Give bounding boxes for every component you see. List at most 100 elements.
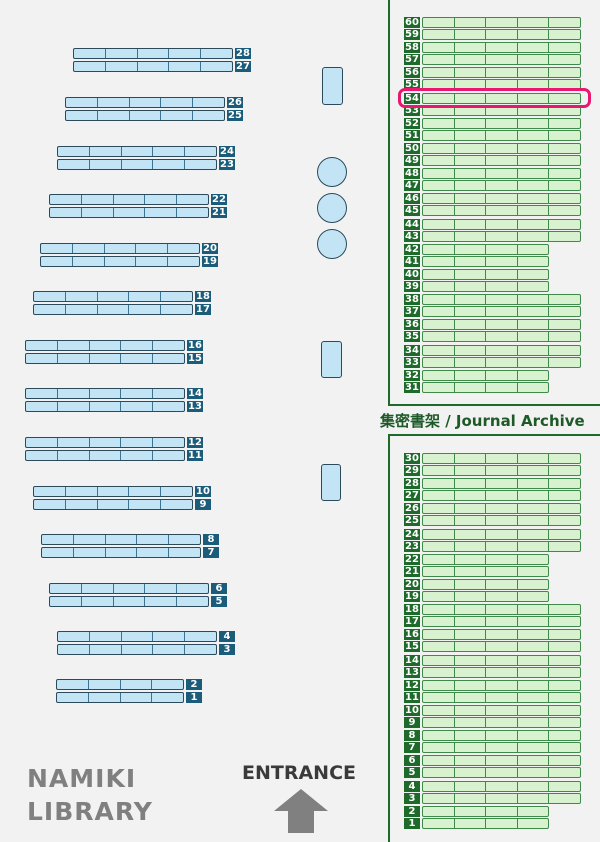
bookshelf[interactable] xyxy=(73,61,233,72)
shelf-section xyxy=(137,548,170,557)
archive-shelf[interactable] xyxy=(422,793,581,804)
archive-shelf[interactable] xyxy=(422,604,581,615)
archive-shelf[interactable] xyxy=(422,331,581,342)
bookshelf[interactable] xyxy=(65,110,225,121)
bookshelf[interactable] xyxy=(33,304,193,315)
shelf-section xyxy=(423,580,455,589)
archive-shelf[interactable] xyxy=(422,806,549,817)
bookshelf[interactable] xyxy=(57,631,217,642)
archive-shelf[interactable] xyxy=(422,17,581,28)
archive-shelf[interactable] xyxy=(422,130,581,141)
bookshelf[interactable] xyxy=(49,207,209,218)
archive-shelf[interactable] xyxy=(422,503,581,514)
bookshelf[interactable] xyxy=(25,353,185,364)
archive-shelf[interactable] xyxy=(422,118,581,129)
archive-shelf[interactable] xyxy=(422,67,581,78)
archive-shelf[interactable] xyxy=(422,579,549,590)
archive-shelf[interactable] xyxy=(422,155,581,166)
bookshelf[interactable] xyxy=(65,97,225,108)
shelf-section xyxy=(50,208,82,217)
archive-shelf[interactable] xyxy=(422,193,581,204)
archive-shelf[interactable] xyxy=(422,294,581,305)
bookshelf[interactable] xyxy=(56,679,184,690)
bookshelf[interactable] xyxy=(57,146,217,157)
bookshelf[interactable] xyxy=(56,692,184,703)
archive-shelf[interactable] xyxy=(422,490,581,501)
archive-shelf[interactable] xyxy=(422,478,581,489)
archive-shelf[interactable] xyxy=(422,655,581,666)
archive-shelf[interactable] xyxy=(422,370,549,381)
shelf-section xyxy=(518,718,550,727)
archive-shelf[interactable] xyxy=(422,54,581,65)
bookshelf[interactable] xyxy=(33,486,193,497)
archive-shelf[interactable] xyxy=(422,256,549,267)
archive-shelf-number: 2 xyxy=(404,806,420,817)
shelf-number: 3 xyxy=(219,644,235,655)
bookshelf[interactable] xyxy=(41,534,201,545)
archive-shelf[interactable] xyxy=(422,319,581,330)
archive-shelf[interactable] xyxy=(422,541,581,552)
bookshelf[interactable] xyxy=(25,340,185,351)
archive-shelf[interactable] xyxy=(422,781,581,792)
archive-shelf[interactable] xyxy=(422,529,581,540)
shelf-section xyxy=(486,605,518,614)
bookshelf[interactable] xyxy=(49,596,209,607)
shelf-section xyxy=(423,681,455,690)
archive-shelf[interactable] xyxy=(422,281,549,292)
shelf-section xyxy=(518,156,550,165)
archive-shelf[interactable] xyxy=(422,667,581,678)
archive-shelf[interactable] xyxy=(422,93,581,104)
archive-shelf[interactable] xyxy=(422,465,581,476)
archive-shelf[interactable] xyxy=(422,705,581,716)
archive-shelf[interactable] xyxy=(422,818,549,829)
archive-shelf[interactable] xyxy=(422,629,581,640)
archive-shelf[interactable] xyxy=(422,143,581,154)
archive-shelf[interactable] xyxy=(422,269,549,280)
bookshelf[interactable] xyxy=(25,401,185,412)
bookshelf[interactable] xyxy=(57,644,217,655)
bookshelf[interactable] xyxy=(49,583,209,594)
archive-shelf[interactable] xyxy=(422,180,581,191)
bookshelf[interactable] xyxy=(57,159,217,170)
archive-shelf[interactable] xyxy=(422,357,581,368)
archive-shelf[interactable] xyxy=(422,382,549,393)
archive-shelf[interactable] xyxy=(422,616,581,627)
archive-shelf[interactable] xyxy=(422,345,581,356)
shelf-section xyxy=(58,341,90,350)
shelf-section xyxy=(423,181,455,190)
archive-shelf[interactable] xyxy=(422,591,549,602)
bookshelf[interactable] xyxy=(40,256,200,267)
archive-shelf[interactable] xyxy=(422,641,581,652)
archive-shelf[interactable] xyxy=(422,168,581,179)
archive-shelf[interactable] xyxy=(422,29,581,40)
archive-shelf[interactable] xyxy=(422,692,581,703)
bookshelf[interactable] xyxy=(25,437,185,448)
bookshelf[interactable] xyxy=(25,450,185,461)
bookshelf[interactable] xyxy=(25,388,185,399)
archive-shelf[interactable] xyxy=(422,219,581,230)
bookshelf[interactable] xyxy=(33,291,193,302)
archive-shelf[interactable] xyxy=(422,42,581,53)
archive-shelf[interactable] xyxy=(422,730,581,741)
archive-shelf[interactable] xyxy=(422,244,549,255)
shelf-section xyxy=(423,30,455,39)
archive-shelf[interactable] xyxy=(422,717,581,728)
bookshelf[interactable] xyxy=(73,48,233,59)
archive-shelf[interactable] xyxy=(422,755,581,766)
archive-shelf[interactable] xyxy=(422,680,581,691)
archive-shelf[interactable] xyxy=(422,566,549,577)
archive-shelf[interactable] xyxy=(422,306,581,317)
bookshelf[interactable] xyxy=(41,547,201,558)
archive-shelf[interactable] xyxy=(422,767,581,778)
archive-shelf[interactable] xyxy=(422,231,581,242)
archive-upper-wall-left xyxy=(388,0,390,406)
archive-shelf[interactable] xyxy=(422,554,549,565)
archive-shelf[interactable] xyxy=(422,453,581,464)
archive-shelf[interactable] xyxy=(422,205,581,216)
archive-shelf[interactable] xyxy=(422,742,581,753)
bookshelf[interactable] xyxy=(49,194,209,205)
bookshelf[interactable] xyxy=(40,243,200,254)
archive-shelf-number: 9 xyxy=(404,717,420,728)
archive-shelf[interactable] xyxy=(422,515,581,526)
bookshelf[interactable] xyxy=(33,499,193,510)
